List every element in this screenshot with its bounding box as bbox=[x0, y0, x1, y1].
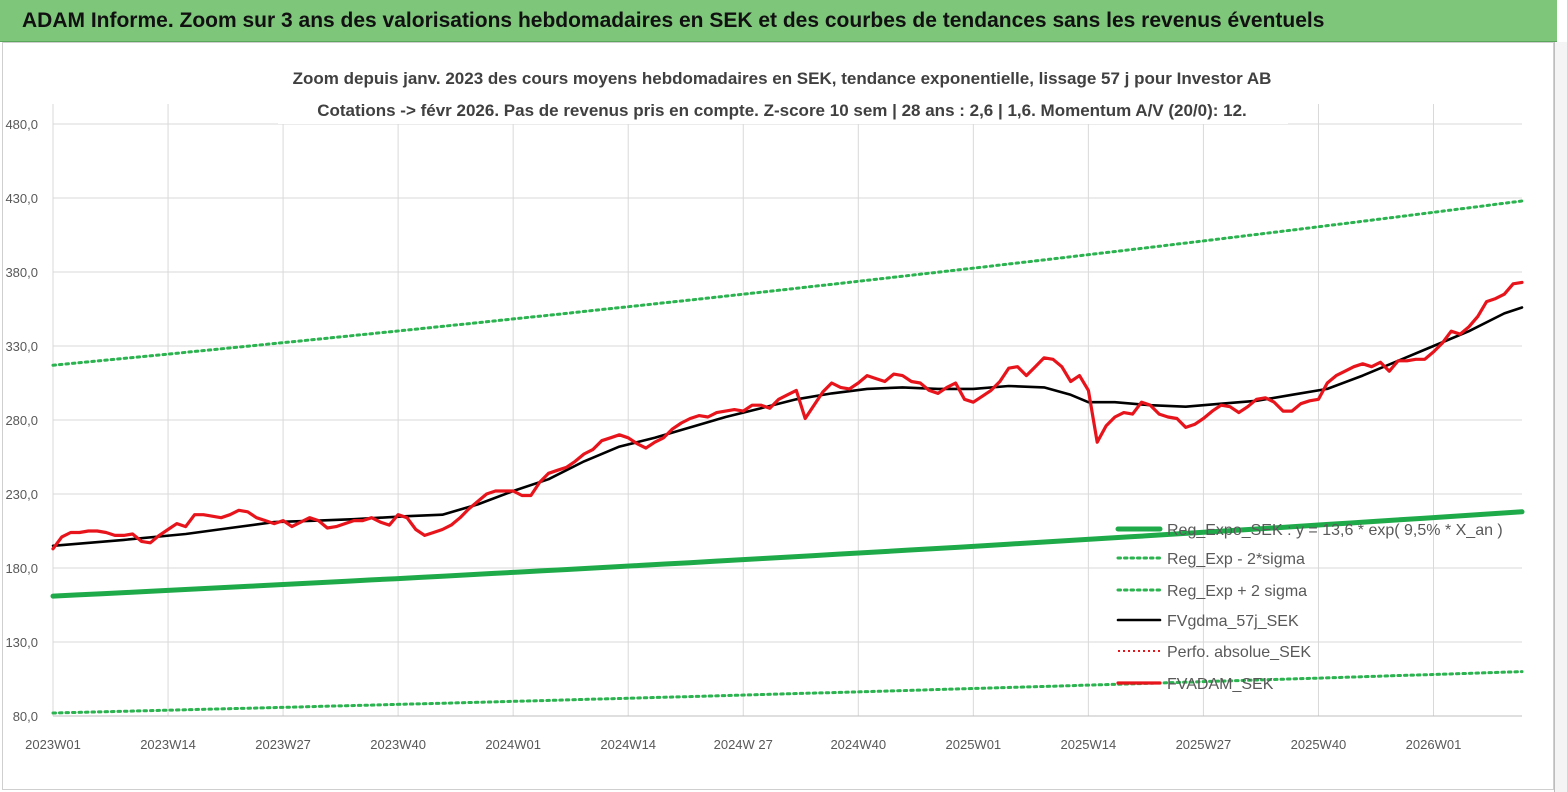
x-tick-label: 2025W40 bbox=[1291, 737, 1347, 752]
series-line-0 bbox=[50, 509, 1525, 599]
x-tick-label: 2026W01 bbox=[1406, 737, 1462, 752]
y-tick-label: 280,0 bbox=[5, 413, 38, 428]
x-tick-label: 2025W27 bbox=[1176, 737, 1232, 752]
x-tick-label: 2023W01 bbox=[25, 737, 81, 752]
series-line-2 bbox=[51, 199, 1524, 367]
chart-title-line-2: Cotations -> févr 2026. Pas de revenus p… bbox=[317, 101, 1247, 120]
chart-frame bbox=[2, 42, 1554, 790]
series-line-1 bbox=[51, 670, 1524, 715]
y-tick-label: 430,0 bbox=[5, 191, 38, 206]
chart-legend: Reg_Expo_SEK : y = 13,6 * exp( 9,5% * X_… bbox=[1115, 522, 1503, 693]
x-tick-label: 2024W40 bbox=[830, 737, 886, 752]
y-tick-label: 180,0 bbox=[5, 561, 38, 576]
x-tick-label: 2023W27 bbox=[255, 737, 311, 752]
y-tick-label: 380,0 bbox=[5, 265, 38, 280]
report-banner: ADAM Informe. Zoom sur 3 ans des valoris… bbox=[0, 0, 1557, 42]
x-axis-tick-labels: 2023W01 2023W14 2023W27 2023W40 2024W01 2024W… bbox=[25, 737, 1461, 752]
series-line-5 bbox=[51, 280, 1524, 551]
y-axis-tick-labels: 80,0 130,0 180,0 230,0 280,0 330,0 380,0 430,0 4… bbox=[5, 117, 38, 724]
y-tick-label: 230,0 bbox=[5, 487, 38, 502]
x-tick-label: 2023W14 bbox=[140, 737, 196, 752]
y-tick-label: 130,0 bbox=[5, 635, 38, 650]
legend-label-4: Perfo. absolue_SEK bbox=[1167, 644, 1311, 661]
report-title: ADAM Informe. Zoom sur 3 ans des valoris… bbox=[22, 9, 1325, 32]
series-line-3 bbox=[51, 306, 1524, 548]
legend-label-5: FVADAM_SEK bbox=[1167, 676, 1274, 693]
x-tick-label: 2023W40 bbox=[370, 737, 426, 752]
x-tick-label: 2024W 27 bbox=[714, 737, 773, 752]
right-edge-panel bbox=[1554, 42, 1567, 792]
legend-label-0: Reg_Expo_SEK : y = 13,6 * exp( 9,5% * X_… bbox=[1167, 522, 1503, 539]
legend-label-1: Reg_Exp - 2*sigma bbox=[1167, 551, 1305, 568]
legend-label-3: FVgdma_57j_SEK bbox=[1167, 613, 1299, 630]
x-tick-label: 2025W14 bbox=[1061, 737, 1117, 752]
x-tick-label: 2025W01 bbox=[946, 737, 1002, 752]
chart-title-line-1: Zoom depuis janv. 2023 des cours moyens … bbox=[293, 69, 1272, 88]
series-lines bbox=[50, 199, 1525, 715]
y-tick-label: 480,0 bbox=[5, 117, 38, 132]
legend-label-2: Reg_Exp + 2 sigma bbox=[1167, 583, 1307, 600]
y-tick-label: 330,0 bbox=[5, 339, 38, 354]
grid-lines bbox=[52, 104, 1522, 717]
y-tick-label: 80,0 bbox=[13, 709, 38, 724]
x-tick-label: 2024W14 bbox=[600, 737, 656, 752]
chart-title: Zoom depuis janv. 2023 des cours moyens … bbox=[278, 62, 1288, 124]
x-tick-label: 2024W01 bbox=[485, 737, 541, 752]
